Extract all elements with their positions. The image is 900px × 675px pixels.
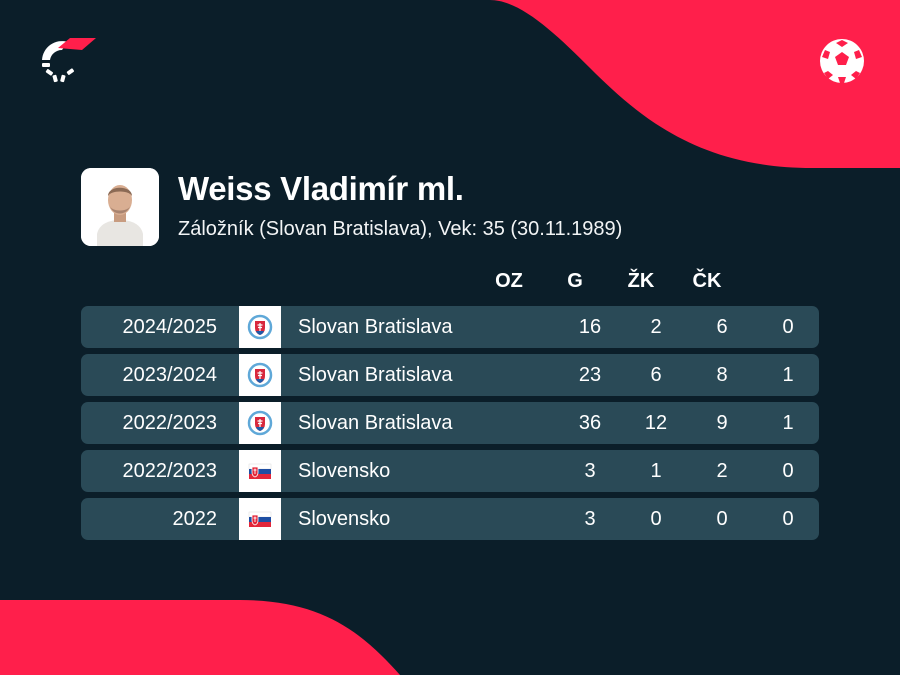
stat-goals: 6 bbox=[650, 364, 662, 386]
stat-goals: 2 bbox=[650, 316, 662, 338]
season: 2022/2023 bbox=[122, 460, 217, 482]
slovan-bratislava-crest-icon bbox=[239, 354, 281, 396]
team-name[interactable]: Slovan Bratislava bbox=[298, 412, 453, 434]
stat-appearances: 16 bbox=[578, 316, 602, 338]
player-photo bbox=[81, 168, 159, 246]
bottom-left-accent-shape bbox=[0, 600, 400, 675]
season: 2022/2023 bbox=[122, 412, 217, 434]
stat-red-cards: 0 bbox=[782, 316, 794, 338]
table-row[interactable]: 2024/2025 Slovan Bratislava 16 2 6 0 bbox=[81, 306, 819, 348]
table-row[interactable]: 2022/2023 Slovensko 3 1 2 0 bbox=[81, 450, 819, 492]
stat-red-cards: 0 bbox=[782, 460, 794, 482]
top-right-accent-shape bbox=[490, 0, 900, 168]
season: 2024/2025 bbox=[122, 316, 217, 338]
team-name[interactable]: Slovan Bratislava bbox=[298, 316, 453, 338]
table-row[interactable]: 2023/2024 Slovan Bratislava 23 6 8 1 bbox=[81, 354, 819, 396]
header-appearances: OZ bbox=[495, 270, 523, 292]
stat-yellow-cards: 0 bbox=[716, 508, 728, 530]
stat-appearances: 23 bbox=[578, 364, 602, 386]
player-name: Weiss Vladimír ml. bbox=[178, 170, 464, 207]
player-info: Záložník (Slovan Bratislava), Vek: 35 (3… bbox=[178, 218, 623, 240]
stat-appearances: 3 bbox=[584, 508, 596, 530]
stat-red-cards: 1 bbox=[782, 412, 794, 434]
season: 2023/2024 bbox=[122, 364, 217, 386]
team-name[interactable]: Slovensko bbox=[298, 508, 391, 530]
slovan-bratislava-crest-icon bbox=[239, 402, 281, 444]
table-row[interactable]: 2022 Slovensko 3 0 0 0 bbox=[81, 498, 819, 540]
stat-yellow-cards: 6 bbox=[716, 316, 728, 338]
stat-goals: 1 bbox=[650, 460, 662, 482]
stat-appearances: 3 bbox=[584, 460, 596, 482]
header-yellow-cards: ŽK bbox=[627, 270, 655, 292]
football-icon bbox=[820, 39, 864, 83]
slovakia-flag-icon bbox=[239, 450, 281, 492]
header-goals: G bbox=[567, 270, 583, 292]
stat-red-cards: 0 bbox=[782, 508, 794, 530]
stat-yellow-cards: 2 bbox=[716, 460, 728, 482]
slovan-bratislava-crest-icon bbox=[239, 306, 281, 348]
stat-appearances: 36 bbox=[578, 412, 602, 434]
header-red-cards: ČK bbox=[692, 270, 722, 292]
season: 2022 bbox=[172, 508, 218, 530]
stat-yellow-cards: 8 bbox=[716, 364, 728, 386]
stat-red-cards: 1 bbox=[782, 364, 794, 386]
stat-goals: 12 bbox=[644, 412, 668, 434]
team-name[interactable]: Slovensko bbox=[298, 460, 391, 482]
stat-goals: 0 bbox=[650, 508, 662, 530]
stat-yellow-cards: 9 bbox=[716, 412, 728, 434]
flashscore-logo-icon bbox=[42, 38, 96, 83]
team-name[interactable]: Slovan Bratislava bbox=[298, 364, 453, 386]
table-row[interactable]: 2022/2023 Slovan Bratislava 36 12 9 1 bbox=[81, 402, 819, 444]
slovakia-flag-icon bbox=[239, 498, 281, 540]
player-avatar bbox=[81, 168, 159, 246]
